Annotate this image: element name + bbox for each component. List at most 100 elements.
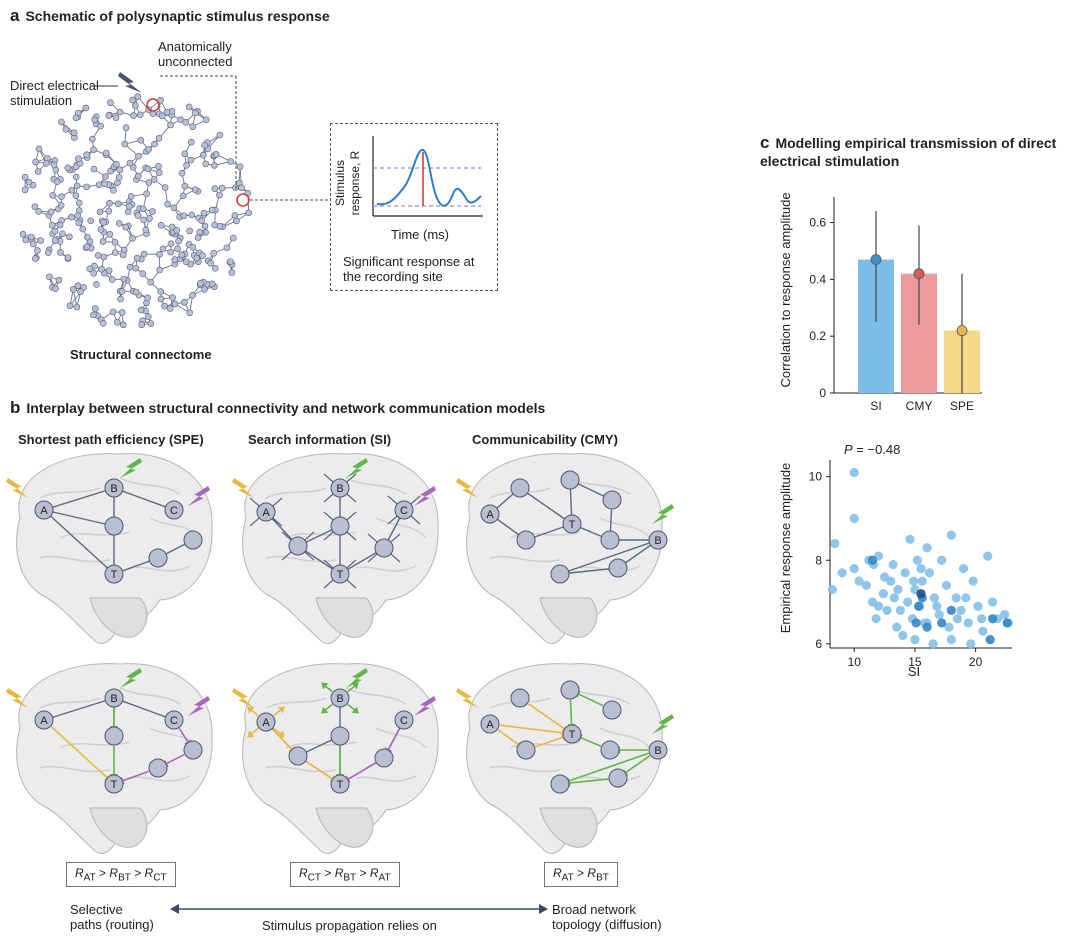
scatter-point: [946, 635, 956, 645]
scatter-point: [973, 601, 983, 611]
scatter-point: [977, 614, 987, 624]
scatter-point: [895, 605, 905, 615]
panel-a-title: a Schematic of polysynaptic stimulus resp…: [10, 6, 330, 26]
scatter-point: [951, 593, 961, 603]
scatter-point: [910, 635, 920, 645]
scatter-annotation: P = −0.48: [844, 442, 900, 457]
bar-ytick-label: 0.6: [809, 216, 826, 230]
svg-text:B: B: [110, 483, 117, 495]
scatter-point: [983, 551, 993, 561]
svg-text:C: C: [400, 505, 408, 517]
scatter-point-dense: [987, 614, 998, 624]
left-caption: Selective paths (routing): [70, 902, 154, 932]
stimulation-site-marker: [146, 98, 160, 112]
scatter-point: [849, 513, 859, 524]
brain-network-diagrams: A B C T A B C T A B C T A B C T A T B A T B: [6, 453, 674, 854]
scatter-point: [905, 534, 915, 544]
scatter-xtick-label: 15: [908, 655, 922, 669]
scatter-point: [893, 584, 903, 595]
scatter-point: [912, 555, 922, 565]
scatter-point: [900, 568, 910, 578]
bar-category-label: SPE: [950, 399, 974, 413]
scatter-xlabel: SI: [908, 664, 920, 679]
svg-text:T: T: [111, 569, 118, 581]
scatter-point: [961, 593, 971, 603]
panel-c-title: c Modelling empirical transmission of dir…: [760, 133, 1075, 169]
bar-category-label: SI: [870, 399, 881, 413]
scatter-point: [956, 605, 966, 615]
column-heading-si: Search information (SI): [248, 432, 392, 447]
recording-site-marker: [236, 193, 250, 207]
svg-text:T: T: [111, 779, 118, 791]
lightning-bolt-icon: [118, 72, 142, 93]
bar-category-label: CMY: [906, 399, 933, 413]
scatter-xtick-label: 20: [969, 655, 983, 669]
scatter-point: [849, 467, 859, 478]
svg-text:A: A: [262, 507, 270, 519]
column-heading-cmy: Communicability (CMY): [472, 432, 618, 447]
scatter-point: [898, 630, 908, 641]
scatter-point-dense: [922, 622, 932, 632]
panel-b-letter: b: [10, 398, 21, 417]
bar-chart-ylabel: Correlation to response amplitude: [778, 192, 793, 387]
svg-text:T: T: [569, 729, 576, 741]
panel-b-title: b Interplay between structural connectivi…: [10, 398, 545, 418]
scatter-ytick-label: 8: [815, 553, 822, 567]
unconnected-label: Anatomically unconnected: [158, 39, 233, 69]
middle-caption: Stimulus propagation relies on: [262, 918, 437, 933]
scatter-point: [871, 614, 881, 624]
scatter-point: [854, 576, 864, 586]
svg-text:A: A: [40, 715, 48, 727]
bar-ytick-label: 0: [819, 386, 826, 400]
scatter-point: [934, 609, 944, 620]
scatter-point-dense: [911, 618, 921, 628]
equation-si: RCT > RBT > RAT: [290, 862, 400, 888]
svg-text:C: C: [170, 715, 178, 727]
panel-a-letter: a: [10, 6, 20, 25]
svg-text:T: T: [337, 779, 344, 791]
scatter-point: [987, 597, 998, 607]
scatter-point: [889, 593, 899, 603]
scatter-point-dense: [913, 601, 924, 611]
scatter-point: [837, 568, 847, 578]
panel-c-title-text: Modelling empirical transmission of dire…: [760, 135, 1057, 169]
svg-text:A: A: [486, 509, 494, 521]
response-inset: Stimulus response, R Time (ms) Significa…: [330, 123, 498, 291]
scatter-point: [892, 622, 902, 632]
scatter-point: [827, 584, 838, 595]
bar-ytick-label: 0.2: [809, 329, 826, 343]
svg-text:T: T: [337, 569, 344, 581]
svg-text:C: C: [400, 715, 408, 727]
scatter-chart: P = −0.48 Empirical response amplitude S…: [778, 442, 1013, 679]
svg-text:B: B: [336, 693, 343, 705]
scatter-point: [928, 639, 938, 649]
scatter-point: [966, 639, 976, 649]
bar-ytick-label: 0.4: [809, 272, 826, 286]
scatter-point: [849, 564, 859, 574]
svg-text:T: T: [569, 519, 576, 531]
scatter-point: [882, 605, 892, 615]
svg-text:A: A: [40, 505, 48, 517]
scatter-ylabel: Empirical response amplitude: [778, 463, 793, 634]
scatter-point-dense: [946, 605, 956, 615]
scatter-point: [946, 530, 956, 540]
svg-text:B: B: [336, 483, 343, 495]
response-trace-plot: [372, 136, 483, 217]
bar-point-spe: [956, 325, 968, 336]
panel-b-title-text: Interplay between structural connectivit…: [26, 400, 546, 416]
propagation-arrow: [170, 904, 548, 914]
connectome-label: Structural connectome: [70, 347, 212, 362]
scatter-point: [903, 597, 913, 607]
inset-caption: Significant response at the recording si…: [343, 254, 475, 284]
scatter-point: [929, 593, 939, 603]
scatter-ytick-label: 10: [809, 470, 823, 484]
panel-c-letter: c: [760, 133, 770, 152]
scatter-point-densest: [916, 589, 926, 599]
svg-text:B: B: [654, 745, 661, 757]
inset-xlabel: Time (ms): [391, 227, 450, 242]
scatter-xtick-label: 10: [848, 655, 862, 669]
scatter-point: [888, 559, 898, 570]
scatter-point: [922, 543, 932, 553]
scatter-point: [917, 576, 927, 586]
structural-connectome: [19, 72, 330, 329]
